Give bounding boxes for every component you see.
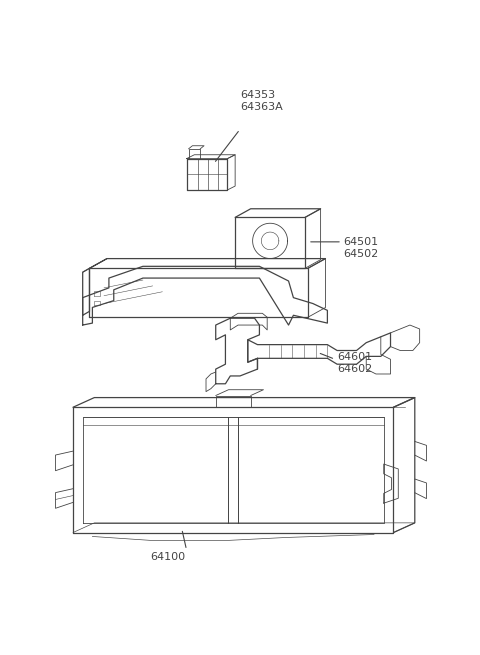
Text: 64353
64363A: 64353 64363A xyxy=(240,90,283,111)
Text: 64501
64502: 64501 64502 xyxy=(343,237,378,259)
Text: 64601
64602: 64601 64602 xyxy=(337,352,372,374)
Text: 64100: 64100 xyxy=(151,552,186,562)
